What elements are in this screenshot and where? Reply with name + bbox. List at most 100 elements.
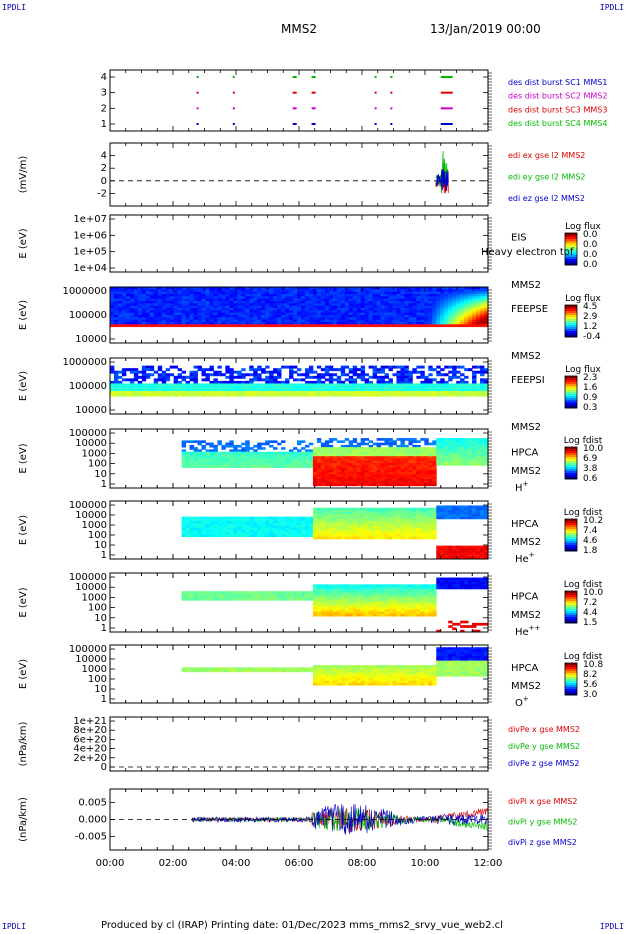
heatmap-cell [396, 296, 401, 300]
heatmap-cell [197, 305, 202, 309]
heatmap-cell [440, 393, 445, 397]
heatmap-cell [360, 478, 366, 482]
heatmap-cell [436, 294, 441, 297]
colorbar-cell [565, 471, 577, 474]
heatmap-cell [372, 518, 377, 522]
heatmap-cell [324, 322, 330, 325]
heatmap-cell [400, 317, 405, 321]
heatmap-cell [157, 386, 163, 389]
heatmap-cell [257, 375, 262, 379]
y-axis-label: (mV/m) [18, 156, 29, 194]
heatmap-cell [193, 465, 198, 468]
heatmap-cell [308, 296, 314, 300]
heatmap-cell [300, 308, 306, 311]
heatmap-cell [165, 296, 171, 300]
heatmap-cell [205, 324, 210, 328]
heatmap-cell [229, 296, 234, 300]
heatmap-cell [340, 451, 346, 455]
heatmap-cell [285, 383, 290, 387]
heatmap-cell [440, 301, 445, 304]
heatmap-cell [117, 383, 123, 387]
heatmap-cell [165, 315, 171, 318]
heatmap-cell [364, 393, 370, 397]
heatmap-cell [364, 525, 370, 529]
heatmap-cell [476, 305, 481, 309]
heatmap-cell [384, 507, 389, 511]
heatmap-cell [392, 308, 397, 311]
heatmap-cell [300, 305, 306, 309]
heatmap-cell [476, 449, 481, 453]
heatmap-cell [217, 393, 222, 397]
heatmap-cell [476, 370, 481, 374]
heatmap-cell [293, 324, 298, 328]
heatmap-cell [217, 380, 222, 384]
heatmap-cell [157, 294, 163, 297]
heatmap-cell [420, 523, 425, 526]
heatmap-cell [344, 322, 350, 325]
heatmap-cell [408, 386, 413, 389]
heatmap-cell [448, 449, 453, 453]
heatmap-cell [257, 444, 262, 448]
heatmap-cell [253, 312, 258, 316]
heatmap-cell [360, 324, 366, 328]
heatmap-cell [281, 463, 286, 466]
heatmap-cell [336, 383, 342, 387]
heatmap-cell [320, 512, 326, 515]
heatmap-cell [205, 388, 210, 392]
heatmap-cell [388, 525, 393, 529]
heatmap-cell [468, 449, 473, 453]
heatmap-cell [472, 438, 477, 441]
heatmap-cell [484, 315, 489, 318]
heatmap-cell [376, 476, 381, 480]
heatmap-cell [384, 447, 389, 450]
heatmap-cell [456, 451, 461, 455]
heatmap-cell [217, 370, 222, 374]
heatmap-cell [125, 319, 131, 323]
heatmap-cell [257, 453, 262, 457]
heatmap-cell [209, 465, 214, 468]
heatmap-cell [428, 324, 433, 328]
heatmap-cell [452, 296, 457, 300]
heatmap-cell [117, 294, 123, 297]
heatmap-cell [348, 465, 354, 468]
colorbar-title: Log fdist [564, 508, 603, 518]
heatmap-cell [448, 456, 453, 459]
heatmap-cell [205, 310, 210, 314]
heatmap-cell [384, 512, 389, 515]
heatmap-cell [444, 317, 449, 321]
instrument-label: HPCA [511, 519, 539, 530]
heatmap-cell [384, 472, 389, 475]
heatmap-cell [324, 442, 330, 446]
heatmap-cell [348, 512, 354, 515]
heatmap-cell [241, 296, 246, 300]
heatmap-cell [476, 289, 481, 293]
heatmap-cell [324, 521, 330, 524]
heatmap-cell [344, 474, 350, 478]
heatmap-cell [356, 516, 362, 520]
heatmap-cell [300, 378, 306, 382]
y-axis-label: E (eV) [18, 515, 29, 545]
heatmap-cell [269, 456, 274, 459]
heatmap-cell [332, 312, 338, 316]
heatmap-cell [348, 476, 354, 480]
heatmap-cell [340, 319, 346, 323]
heatmap-cell [237, 305, 242, 309]
heatmap-cell [372, 291, 377, 295]
heatmap-cell [312, 310, 318, 314]
heatmap-cell [460, 463, 465, 466]
heatmap-cell [201, 298, 206, 302]
heatmap-cell [484, 507, 489, 511]
heatmap-cell [352, 388, 358, 392]
heatmap-cell [285, 518, 290, 522]
heatmap-cell [468, 294, 473, 297]
heatmap-cell [297, 378, 302, 382]
heatmap-cell [412, 474, 417, 478]
heatmap-cell [265, 324, 270, 328]
colorbar-cell [565, 327, 577, 330]
heatmap-cell [436, 512, 441, 515]
heatmap-cell [360, 442, 366, 446]
heatmap-cell [376, 289, 381, 293]
heatmap-cell [352, 460, 358, 464]
heatmap-cell [221, 518, 226, 522]
heatmap-cell [189, 440, 194, 444]
